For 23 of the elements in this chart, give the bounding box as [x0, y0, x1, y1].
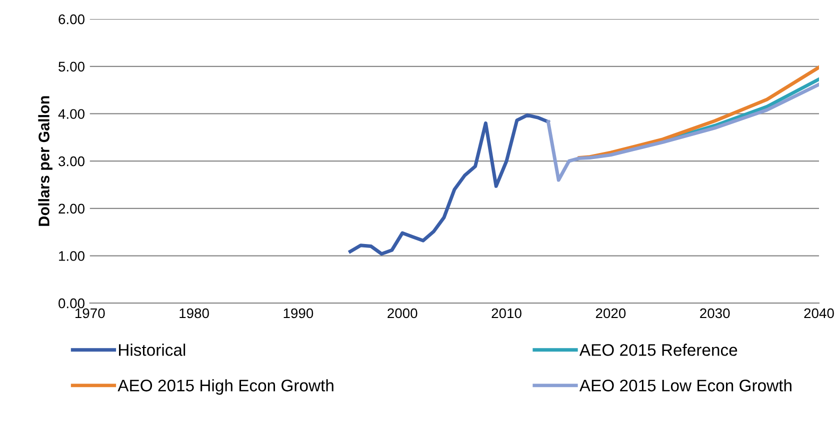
- x-tick-label: 2020: [596, 308, 626, 318]
- legend-label: AEO 2015 High Econ Growth: [118, 379, 334, 395]
- y-tick-label: 6.00: [58, 14, 84, 24]
- x-tick-label: 1980: [180, 308, 209, 318]
- y-tick-label: 0.00: [58, 298, 84, 308]
- legend-label: AEO 2015 Low Econ Growth: [579, 379, 792, 392]
- y-tick-label: 4.00: [58, 109, 84, 119]
- line-series: [578, 66, 819, 160]
- x-tick-label: 1970: [75, 308, 105, 318]
- y-tick-label: 5.00: [58, 62, 84, 72]
- y-axis-title: Dollars per Gallon: [38, 96, 52, 226]
- x-tick-label: 2000: [388, 308, 418, 318]
- y-tick-label: 2.00: [58, 204, 84, 214]
- line-series: [348, 113, 550, 256]
- x-tick-label: 2010: [492, 308, 522, 318]
- legend-label: Historical: [119, 344, 186, 356]
- x-tick-label: 1990: [284, 308, 314, 318]
- line-series: [546, 82, 819, 182]
- y-tick-label: 3.00: [58, 156, 84, 166]
- legend-label: AEO 2015 Reference: [579, 344, 738, 356]
- x-tick-label: 2030: [700, 308, 730, 318]
- x-tick-label: 2040: [804, 308, 834, 318]
- y-tick-label: 1.00: [59, 251, 84, 261]
